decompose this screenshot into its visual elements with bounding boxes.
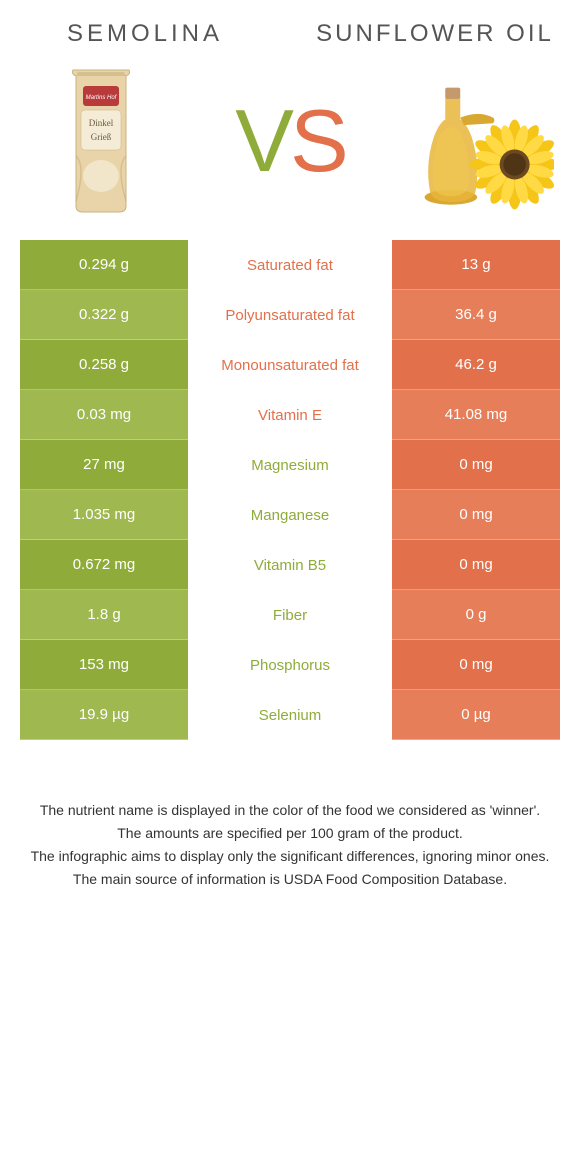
right-value-cell: 41.08 mg [392, 390, 560, 440]
left-value-cell: 27 mg [20, 440, 188, 490]
table-row: 27 mgMagnesium0 mg [20, 440, 560, 490]
right-value-cell: 13 g [392, 240, 560, 290]
table-row: 0.322 gPolyunsaturated fat36.4 g [20, 290, 560, 340]
left-value-cell: 0.294 g [20, 240, 188, 290]
right-value-cell: 0 µg [392, 690, 560, 740]
footer-notes: The nutrient name is displayed in the co… [0, 800, 580, 890]
semolina-bag-icon: Martins Hof Dinkel Grieß [61, 66, 141, 216]
nutrient-label-cell: Magnesium [188, 440, 392, 490]
nutrient-label-cell: Vitamin E [188, 390, 392, 440]
right-value-cell: 0 g [392, 590, 560, 640]
footer-line: The nutrient name is displayed in the co… [20, 800, 560, 821]
table-row: 1.8 gFiber0 g [20, 590, 560, 640]
comparison-container: SEMOLINA SUNFLOWER OIL Martins Hof Dinke… [0, 0, 580, 740]
right-value-cell: 0 mg [392, 540, 560, 590]
nutrient-label-cell: Phosphorus [188, 640, 392, 690]
left-value-cell: 19.9 µg [20, 690, 188, 740]
title-row: SEMOLINA SUNFLOWER OIL [20, 20, 560, 48]
nutrient-label-cell: Saturated fat [188, 240, 392, 290]
table-row: 19.9 µgSelenium0 µg [20, 690, 560, 740]
table-row: 0.672 mgVitamin B50 mg [20, 540, 560, 590]
right-value-cell: 0 mg [392, 490, 560, 540]
table-row: 0.03 mgVitamin E41.08 mg [20, 390, 560, 440]
nutrient-label-cell: Monounsaturated fat [188, 340, 392, 390]
svg-text:Dinkel: Dinkel [89, 118, 114, 128]
left-value-cell: 153 mg [20, 640, 188, 690]
nutrient-label-cell: Polyunsaturated fat [188, 290, 392, 340]
left-value-cell: 1.035 mg [20, 490, 188, 540]
nutrient-table: 0.294 gSaturated fat13 g0.322 gPolyunsat… [20, 240, 560, 740]
left-value-cell: 1.8 g [20, 590, 188, 640]
left-value-cell: 0.258 g [20, 340, 188, 390]
left-value-cell: 0.322 g [20, 290, 188, 340]
table-row: 153 mgPhosphorus0 mg [20, 640, 560, 690]
left-value-cell: 0.672 mg [20, 540, 188, 590]
svg-text:Martins Hof: Martins Hof [86, 95, 118, 101]
nutrient-label-cell: Fiber [188, 590, 392, 640]
nutrient-label-cell: Vitamin B5 [188, 540, 392, 590]
vs-label: VS [235, 90, 344, 192]
right-value-cell: 46.2 g [392, 340, 560, 390]
sunflower-oil-image [404, 66, 554, 216]
footer-line: The main source of information is USDA F… [20, 869, 560, 890]
left-value-cell: 0.03 mg [20, 390, 188, 440]
nutrient-label-cell: Manganese [188, 490, 392, 540]
right-food-title: SUNFLOWER OIL [310, 20, 560, 48]
table-row: 0.258 gMonounsaturated fat46.2 g [20, 340, 560, 390]
right-value-cell: 36.4 g [392, 290, 560, 340]
footer-line: The amounts are specified per 100 gram o… [20, 823, 560, 844]
right-value-cell: 0 mg [392, 640, 560, 690]
left-food-title: SEMOLINA [20, 20, 270, 48]
right-value-cell: 0 mg [392, 440, 560, 490]
svg-text:Grieß: Grieß [91, 132, 112, 142]
nutrient-label-cell: Selenium [188, 690, 392, 740]
table-row: 1.035 mgManganese0 mg [20, 490, 560, 540]
image-row: Martins Hof Dinkel Grieß VS [20, 66, 560, 216]
table-row: 0.294 gSaturated fat13 g [20, 240, 560, 290]
footer-line: The infographic aims to display only the… [20, 846, 560, 867]
sunflower-oil-icon [404, 66, 554, 216]
semolina-image: Martins Hof Dinkel Grieß [26, 66, 176, 216]
